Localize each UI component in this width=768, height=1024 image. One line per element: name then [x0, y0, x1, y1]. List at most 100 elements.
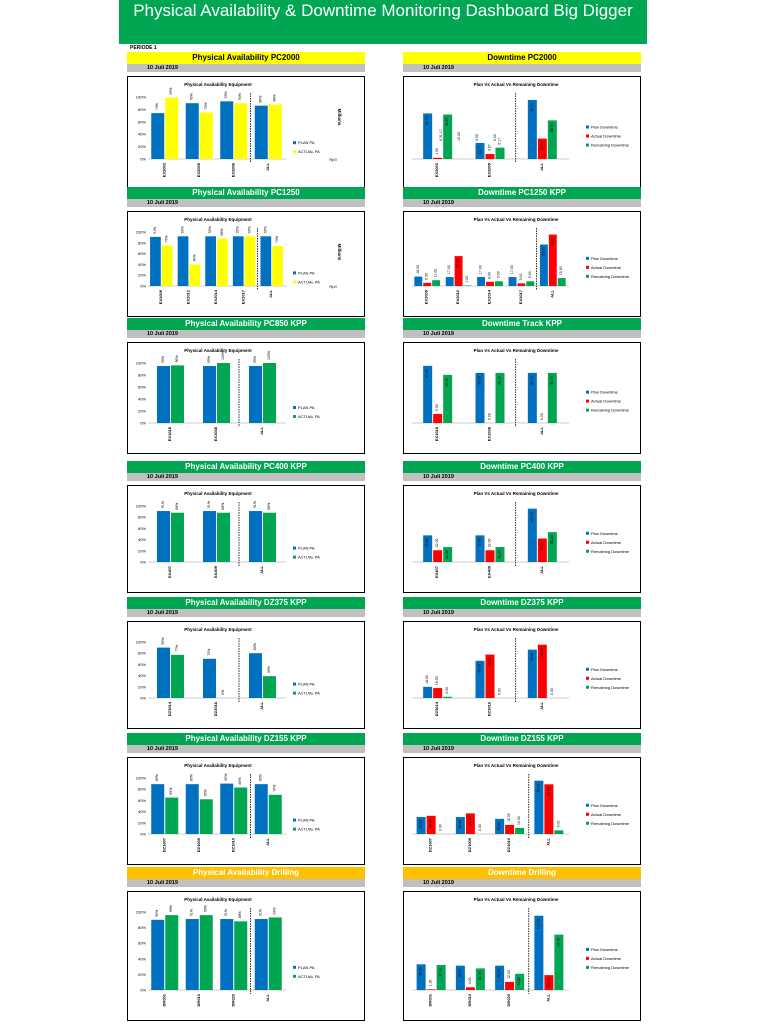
category-label: EX2012 [455, 289, 460, 304]
section-header: Downtime PC2000 [403, 52, 641, 64]
y-tick-label: 40% [138, 132, 146, 137]
data-label: 50.00 [550, 376, 554, 385]
y-tick-label: 40% [138, 397, 146, 402]
legend-label: ACTUAL PA [298, 555, 320, 560]
legend-label: PLAN PA [298, 405, 315, 410]
legend-swatch [293, 415, 296, 418]
data-label: 88% [238, 911, 242, 918]
data-label: 50.00 [425, 538, 429, 547]
data-label: 99% [169, 88, 173, 95]
category-label: EX3003 [434, 162, 439, 177]
data-label: 98.00 [550, 238, 554, 247]
data-label: 88% [273, 94, 277, 101]
data-label: 62% [204, 789, 208, 796]
chart-svg: Physical Availability Equipment 0% 20% 40% 6… [136, 897, 320, 1006]
category-label: ALL [259, 701, 264, 709]
data-label: 9.00 [528, 271, 532, 278]
data-label: 92% [236, 226, 240, 233]
y-tick-label: 40% [138, 673, 146, 678]
chart-svg: Plan Vs Actual Vs Remaining Downtime 28.0… [412, 763, 630, 852]
bar-remaining-downtime [443, 696, 453, 698]
bar-plan-downtime [445, 277, 454, 286]
data-label: 92% [263, 226, 267, 233]
legend-swatch [586, 390, 589, 394]
data-label: 17.00 [510, 265, 514, 274]
data-label: 91% [253, 501, 257, 508]
bar-actual-downtime [537, 538, 547, 562]
legend-label: Plan Downtime [591, 390, 619, 395]
extra-data-label: 3.00 [475, 134, 479, 141]
legend-swatch [586, 134, 589, 138]
legend-swatch [293, 965, 296, 969]
bar-actual-pa [199, 915, 213, 990]
data-label: 0.00 [540, 413, 544, 420]
bar-actual-pa [171, 654, 184, 698]
chart-title: Plan Vs Actual Vs Remaining Downtime [474, 491, 559, 496]
category-label: EX3003 [161, 162, 166, 177]
data-label: 1.00 [465, 276, 469, 283]
section-date: 10 Juli 2019 [403, 199, 641, 207]
chart-title: Physical Availability Equipment [184, 491, 252, 496]
chart-title: Plan Vs Actual Vs Remaining Downtime [474, 348, 559, 353]
bar-plan-downtime [534, 780, 544, 834]
y-tick-label: 80% [138, 240, 146, 245]
bar-remaining-downtime [495, 547, 505, 562]
legend-label: Actual Downtime [591, 812, 622, 817]
data-label: 25.00 [497, 822, 501, 831]
chart-svg: Plan Vs Actual Vs Remaining Downtime 38.0… [412, 897, 630, 1006]
data-label: 14.00 [540, 142, 544, 151]
bar-plan-pa [205, 236, 216, 286]
category-label: DZ1010 [230, 837, 235, 852]
y-tick-label: 20% [138, 144, 146, 149]
y-tick-label: 60% [138, 662, 146, 667]
pa-chart: Physical Availability Equipment 0% 20% 40% 6… [127, 891, 365, 1021]
data-label: 10.00 [517, 816, 521, 825]
category-label: DZ1010 [506, 837, 511, 852]
bar-actual-pa [161, 245, 173, 286]
bar-remaining-downtime [554, 830, 564, 834]
section-header: Downtime Drilling [403, 867, 641, 879]
category-label: DZ1007 [161, 837, 166, 852]
bar-plan-pa [177, 236, 189, 286]
legend-label: PLAN PA [298, 546, 315, 551]
section-date: 10 Juli 2019 [403, 64, 641, 72]
bar-remaining-downtime [557, 278, 566, 286]
y-tick-label: 80% [138, 651, 146, 656]
data-label: 0.00 [498, 688, 502, 695]
bar-actual-pa [268, 794, 282, 834]
extra-data-label: 15.26 [457, 132, 461, 141]
y-tick-label: 100% [136, 910, 147, 915]
data-label: 6.00 [556, 820, 560, 827]
bar-actual-pa [189, 264, 201, 286]
category-label: EX2009 [158, 289, 163, 304]
category-label: ALL [265, 837, 270, 845]
legend-swatch [293, 555, 296, 559]
bar-plan-pa [249, 653, 262, 698]
data-label: 40.50 [530, 103, 534, 112]
section-date: 10 Juli 2019 [403, 330, 641, 338]
legend-swatch [586, 965, 589, 969]
downtime-chart: Plan Vs Actual Vs Remaining Downtime 38.0… [403, 891, 641, 1021]
data-label: 22.00 [488, 538, 492, 547]
data-label: 24.00 [517, 977, 521, 986]
legend-swatch [293, 818, 296, 822]
chart-svg: Plan Vs Actual Vs Remaining Downtime 18.0… [412, 217, 630, 304]
y-tick-label: 60% [138, 119, 146, 124]
bar-plan-pa [203, 366, 216, 423]
bar-actual-downtime [465, 987, 475, 990]
extra-data-label: 6.00 [493, 134, 497, 141]
bar-remaining-downtime [554, 934, 564, 990]
y-tick-label: 0% [140, 157, 146, 162]
bar-plan-downtime [455, 817, 465, 834]
bar-plan-pa [151, 919, 165, 990]
data-label: 1.00 [435, 148, 439, 155]
bar-remaining-downtime [495, 372, 505, 423]
bar-plan-downtime [527, 372, 537, 423]
chart-title: Plan Vs Actual Vs Remaining Downtime [474, 897, 559, 902]
rp-tick-label: Rp0 [329, 157, 337, 162]
data-label: 88% [175, 503, 179, 510]
y-tick-label: 0% [140, 421, 146, 426]
data-label: 50.00 [530, 376, 534, 385]
legend-label: Plan Downtime [591, 256, 619, 261]
category-label: ALL [539, 162, 544, 170]
